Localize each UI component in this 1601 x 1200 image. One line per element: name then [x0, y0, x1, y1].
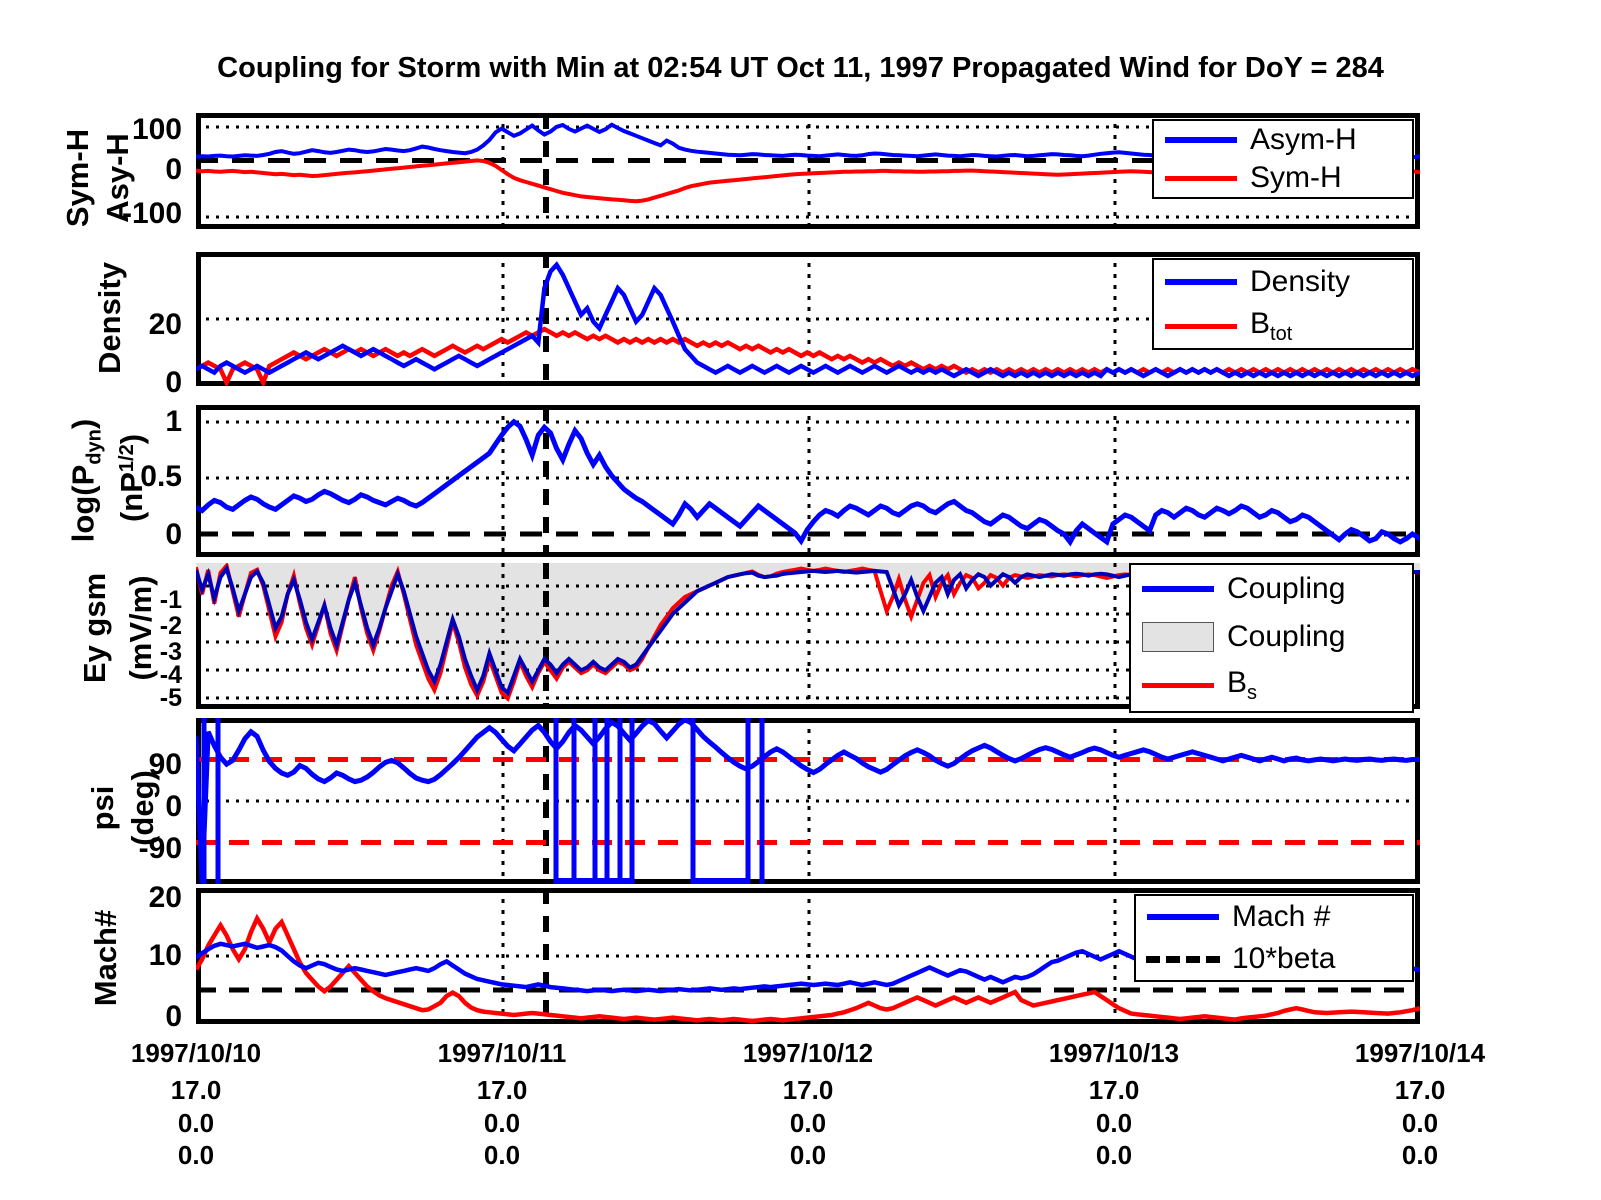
x-tick-row3-2: 0.0: [789, 1140, 827, 1170]
panel-3-ytick-1: 1: [165, 405, 182, 438]
psi-vertical-spikes: [201, 718, 765, 884]
panel-5-gridlines: [196, 718, 1420, 884]
x-tick-date-2: 1997/10/12: [742, 1038, 874, 1068]
legend-label: 10*beta: [1232, 942, 1336, 975]
x-tick-date-1: 1997/10/11: [437, 1038, 567, 1068]
panel-sym-asy-h: Asym-H Sym-H: [196, 113, 1420, 229]
legend-label: Btot: [1250, 306, 1293, 345]
panel-6-ytick-20: 20: [148, 881, 182, 914]
legend-label: Mach #: [1232, 900, 1331, 933]
panel-psi: Away Toward: [196, 718, 1420, 884]
series-psi: [196, 718, 1420, 884]
legend-item-btot: Btot: [1154, 304, 1412, 348]
red-line-icon: [1160, 323, 1242, 329]
panel-4-ytick-n2: -2: [159, 612, 182, 640]
panel-3-ytick-0: 0: [165, 518, 182, 551]
x-tick-row3-3: 0.0: [1095, 1140, 1133, 1170]
panel-4-ytick-n5: -5: [159, 684, 182, 712]
panel-1-ytick-n100: -100: [121, 197, 182, 230]
legend-label: Coupling: [1227, 572, 1346, 605]
panel-3-gridlines: [196, 405, 1420, 557]
panel-3-plot: [196, 405, 1420, 557]
gray-patch-icon: [1137, 622, 1219, 652]
series-density: [196, 261, 1420, 379]
panel-5-ytick-90: 90: [148, 748, 182, 781]
series-10beta: [196, 913, 1420, 1024]
legend-item-bs: Bs: [1131, 661, 1412, 709]
panel-6-plot: [196, 888, 1420, 1024]
x-tick-row3-1: 0.0: [483, 1140, 521, 1170]
x-tick-ut-4: 17.0: [1394, 1075, 1446, 1105]
x-tick-row2-4: 0.0: [1401, 1108, 1439, 1138]
black-dashed-line-icon: [1142, 955, 1224, 963]
panel-4-ytick-n1: -1: [159, 586, 182, 614]
blue-line-icon: [1160, 279, 1242, 285]
coupling-fill: [196, 563, 1420, 693]
panel-2-ytick-0: 0: [165, 366, 182, 399]
legend-label: Bs: [1227, 665, 1258, 704]
legend-label: Asym-H: [1250, 123, 1357, 156]
x-tick-row2-2: 0.0: [789, 1108, 827, 1138]
figure-title: Coupling for Storm with Min at 02:54 UT …: [217, 52, 1384, 84]
x-tick-row3-4: 0.0: [1401, 1140, 1439, 1170]
x-tick-date-3: 1997/10/13: [1048, 1038, 1180, 1068]
x-tick-row2-0: 0.0: [177, 1108, 215, 1138]
legend-label: Coupling: [1227, 620, 1346, 653]
panel-4-legend: Coupling Coupling Bs: [1129, 563, 1414, 713]
psi-bottom-band: [556, 878, 748, 884]
legend-item-asym-h: Asym-H: [1154, 121, 1412, 159]
x-tick-row2-1: 0.0: [483, 1108, 521, 1138]
panel-2-legend: Density Btot: [1152, 258, 1414, 350]
panel-3-ytick-0.5: 0.5: [140, 460, 182, 493]
panel-4-ytick-n3: -3: [159, 638, 182, 666]
x-tick-ut-3: 17.0: [1088, 1075, 1140, 1105]
blue-line-icon: [1160, 137, 1242, 143]
panel-log-pdyn: [196, 405, 1420, 557]
panel-1-ytick-100: 100: [131, 113, 182, 146]
x-tick-ut-0: 17.0: [170, 1075, 222, 1105]
red-line-icon: [1137, 682, 1219, 688]
x-tick-row3-0: 0.0: [177, 1140, 215, 1170]
panel-1-legend: Asym-H Sym-H: [1152, 119, 1414, 199]
legend-item-coupling-patch: Coupling: [1131, 613, 1412, 661]
panel-6-ytick-0: 0: [165, 1000, 182, 1033]
panel-mach: Mach # 10*beta: [196, 888, 1420, 1024]
panel-5-plot: [196, 718, 1420, 884]
panel-5-ytick-0: 0: [165, 790, 182, 823]
series-mach: [196, 941, 1169, 994]
x-tick-date-4: 1997/10/14: [1354, 1038, 1486, 1068]
x-tick-date-0: 1997/10/10: [130, 1038, 262, 1068]
panel-2-ytick-20: 20: [148, 308, 182, 341]
legend-label: Density: [1250, 265, 1351, 298]
legend-label: Sym-H: [1250, 161, 1342, 194]
panel-1-ytick-0: 0: [165, 153, 182, 186]
series-log-pdyn: [196, 418, 1420, 547]
x-tick-row2-3: 0.0: [1095, 1108, 1133, 1138]
panel-density-btot: Density Btot: [196, 252, 1420, 386]
legend-item-sym-h: Sym-H: [1154, 159, 1412, 197]
blue-line-icon: [1142, 914, 1224, 920]
panel-6-legend: Mach # 10*beta: [1134, 894, 1414, 982]
x-tick-ut-2: 17.0: [782, 1075, 834, 1105]
x-tick-ut-1: 17.0: [476, 1075, 528, 1105]
blue-line-icon: [1137, 586, 1219, 592]
red-line-icon: [1160, 175, 1242, 181]
legend-item-coupling-line: Coupling: [1131, 565, 1412, 613]
panel-6-ytick-10: 10: [148, 939, 182, 972]
legend-item-10beta: 10*beta: [1136, 938, 1412, 980]
panel-ey-gsm: Coupling Coupling Bs: [196, 563, 1420, 713]
panel-5-ytick-n90: -90: [138, 832, 182, 865]
legend-item-mach: Mach #: [1136, 896, 1412, 938]
legend-item-density: Density: [1154, 260, 1412, 304]
panel-4-ytick-n4: -4: [159, 661, 182, 689]
